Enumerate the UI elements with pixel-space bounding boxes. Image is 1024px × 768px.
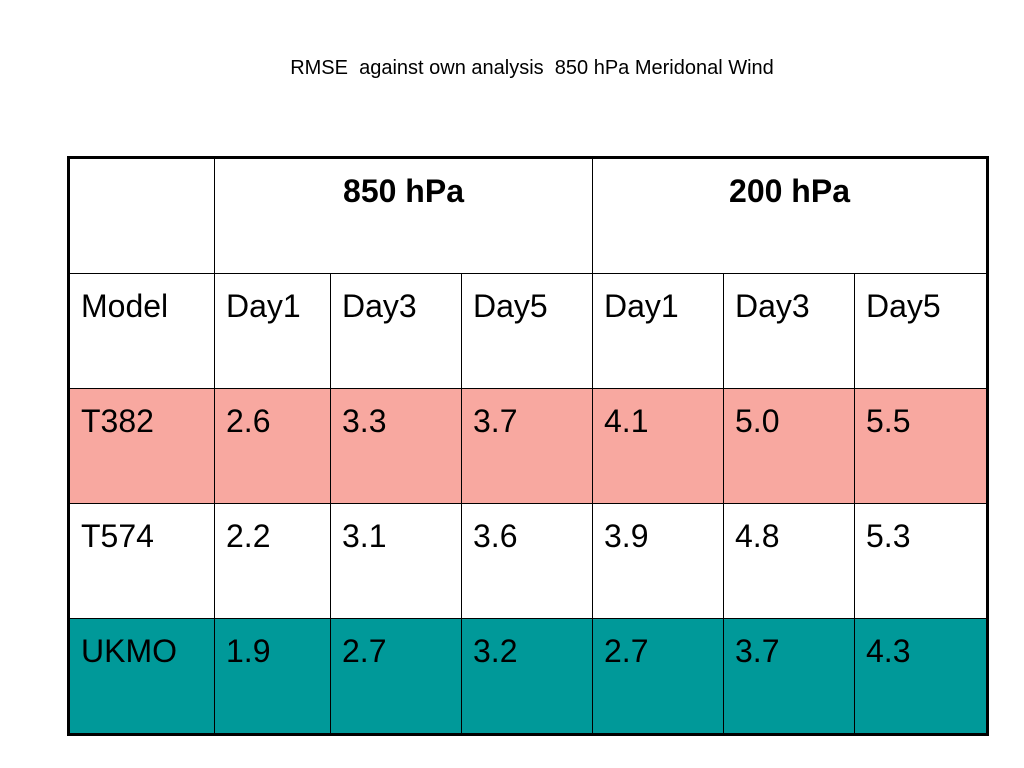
value-cell: 1.9 bbox=[214, 618, 331, 735]
group-header-200hpa: 200 hPa bbox=[591, 157, 989, 274]
value-cell: 5.3 bbox=[853, 503, 989, 619]
slide-title: RMSE against own analysis 850 hPa Merido… bbox=[290, 57, 774, 79]
column-header-850-day3: Day3 bbox=[330, 273, 462, 389]
model-name-cell: T382 bbox=[68, 388, 215, 504]
model-name-cell: UKMO bbox=[68, 618, 215, 735]
value-cell: 5.0 bbox=[723, 388, 855, 504]
value-cell: 3.7 bbox=[461, 388, 593, 504]
value-cell: 3.1 bbox=[330, 503, 462, 619]
model-name-cell: T574 bbox=[68, 503, 215, 619]
value-cell: 3.6 bbox=[461, 503, 593, 619]
column-header-200-day3: Day3 bbox=[723, 273, 855, 389]
column-header-row: Model Day1 Day3 Day5 Day1 Day3 Day5 bbox=[68, 273, 989, 389]
table-row-ukmo: UKMO 1.9 2.7 3.2 2.7 3.7 4.3 bbox=[68, 618, 989, 735]
group-header-row: 850 hPa 200 hPa bbox=[68, 157, 989, 274]
value-cell: 2.2 bbox=[214, 503, 331, 619]
column-header-850-day1: Day1 bbox=[214, 273, 331, 389]
value-cell: 2.7 bbox=[592, 618, 724, 735]
value-cell: 3.7 bbox=[723, 618, 855, 735]
group-header-850hpa: 850 hPa bbox=[214, 157, 593, 274]
value-cell: 4.8 bbox=[723, 503, 855, 619]
column-header-850-day5: Day5 bbox=[461, 273, 593, 389]
value-cell: 4.1 bbox=[592, 388, 724, 504]
value-cell: 5.5 bbox=[853, 388, 989, 504]
value-cell: 3.3 bbox=[330, 388, 462, 504]
value-cell: 4.3 bbox=[853, 618, 989, 735]
table-row-t574: T574 2.2 3.1 3.6 3.9 4.8 5.3 bbox=[68, 503, 989, 619]
column-header-200-day1: Day1 bbox=[592, 273, 724, 389]
column-header-200-day5: Day5 bbox=[853, 273, 989, 389]
table-row-t382: T382 2.6 3.3 3.7 4.1 5.0 5.5 bbox=[68, 388, 989, 504]
value-cell: 3.9 bbox=[592, 503, 724, 619]
value-cell: 2.7 bbox=[330, 618, 462, 735]
value-cell: 3.2 bbox=[461, 618, 593, 735]
rmse-table: 850 hPa 200 hPa Model Day1 Day3 Day5 Day… bbox=[67, 156, 990, 736]
empty-corner-cell bbox=[68, 157, 215, 274]
column-header-model: Model bbox=[68, 273, 215, 389]
value-cell: 2.6 bbox=[214, 388, 331, 504]
